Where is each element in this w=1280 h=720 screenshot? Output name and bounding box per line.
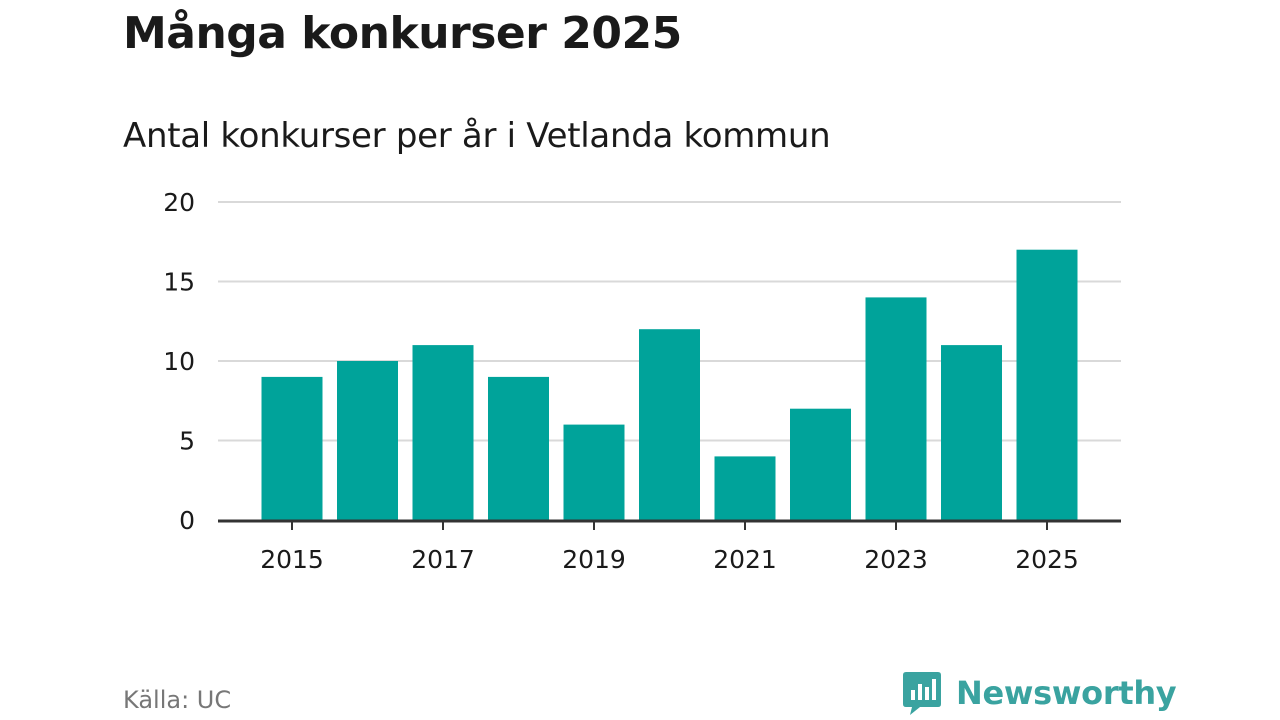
bar-2018 <box>488 376 549 520</box>
chart-subtitle: Antal konkurser per år i Vetlanda kommun <box>123 116 831 156</box>
y-tick-label: 15 <box>163 268 195 297</box>
x-axis-ticks: 2015 2017 2019 2021 2023 2025 <box>260 522 1079 574</box>
y-axis-ticks: 0 5 10 15 20 <box>163 188 195 535</box>
x-tick-label: 2017 <box>411 545 475 574</box>
x-tick-label: 2021 <box>713 545 777 574</box>
x-tick-label: 2015 <box>260 545 324 574</box>
x-tick-label: 2025 <box>1015 545 1079 574</box>
bar-2019 <box>563 424 625 520</box>
bar-2023 <box>865 297 927 520</box>
brand-logo: Newsworthy <box>902 670 1177 716</box>
bar-2024 <box>941 345 1002 520</box>
y-tick-label: 0 <box>179 506 195 535</box>
bar-2021 <box>714 456 776 520</box>
bar-2022 <box>790 408 851 520</box>
bar-2017 <box>412 345 474 520</box>
bar-2020 <box>639 329 700 520</box>
source-note: Källa: UC <box>123 686 232 714</box>
bars <box>261 249 1078 520</box>
bar-2025 <box>1016 249 1078 520</box>
newsworthy-logo-icon <box>903 672 941 715</box>
bar-2015 <box>261 376 323 520</box>
brand-name: Newsworthy <box>956 674 1177 712</box>
y-tick-label: 5 <box>179 427 195 456</box>
x-tick-label: 2023 <box>864 545 928 574</box>
chart-title: Många konkurser 2025 <box>123 8 682 59</box>
x-tick-label: 2019 <box>562 545 626 574</box>
bar-2016 <box>337 361 398 520</box>
y-tick-label: 10 <box>163 347 195 376</box>
y-tick-label: 20 <box>163 188 195 217</box>
